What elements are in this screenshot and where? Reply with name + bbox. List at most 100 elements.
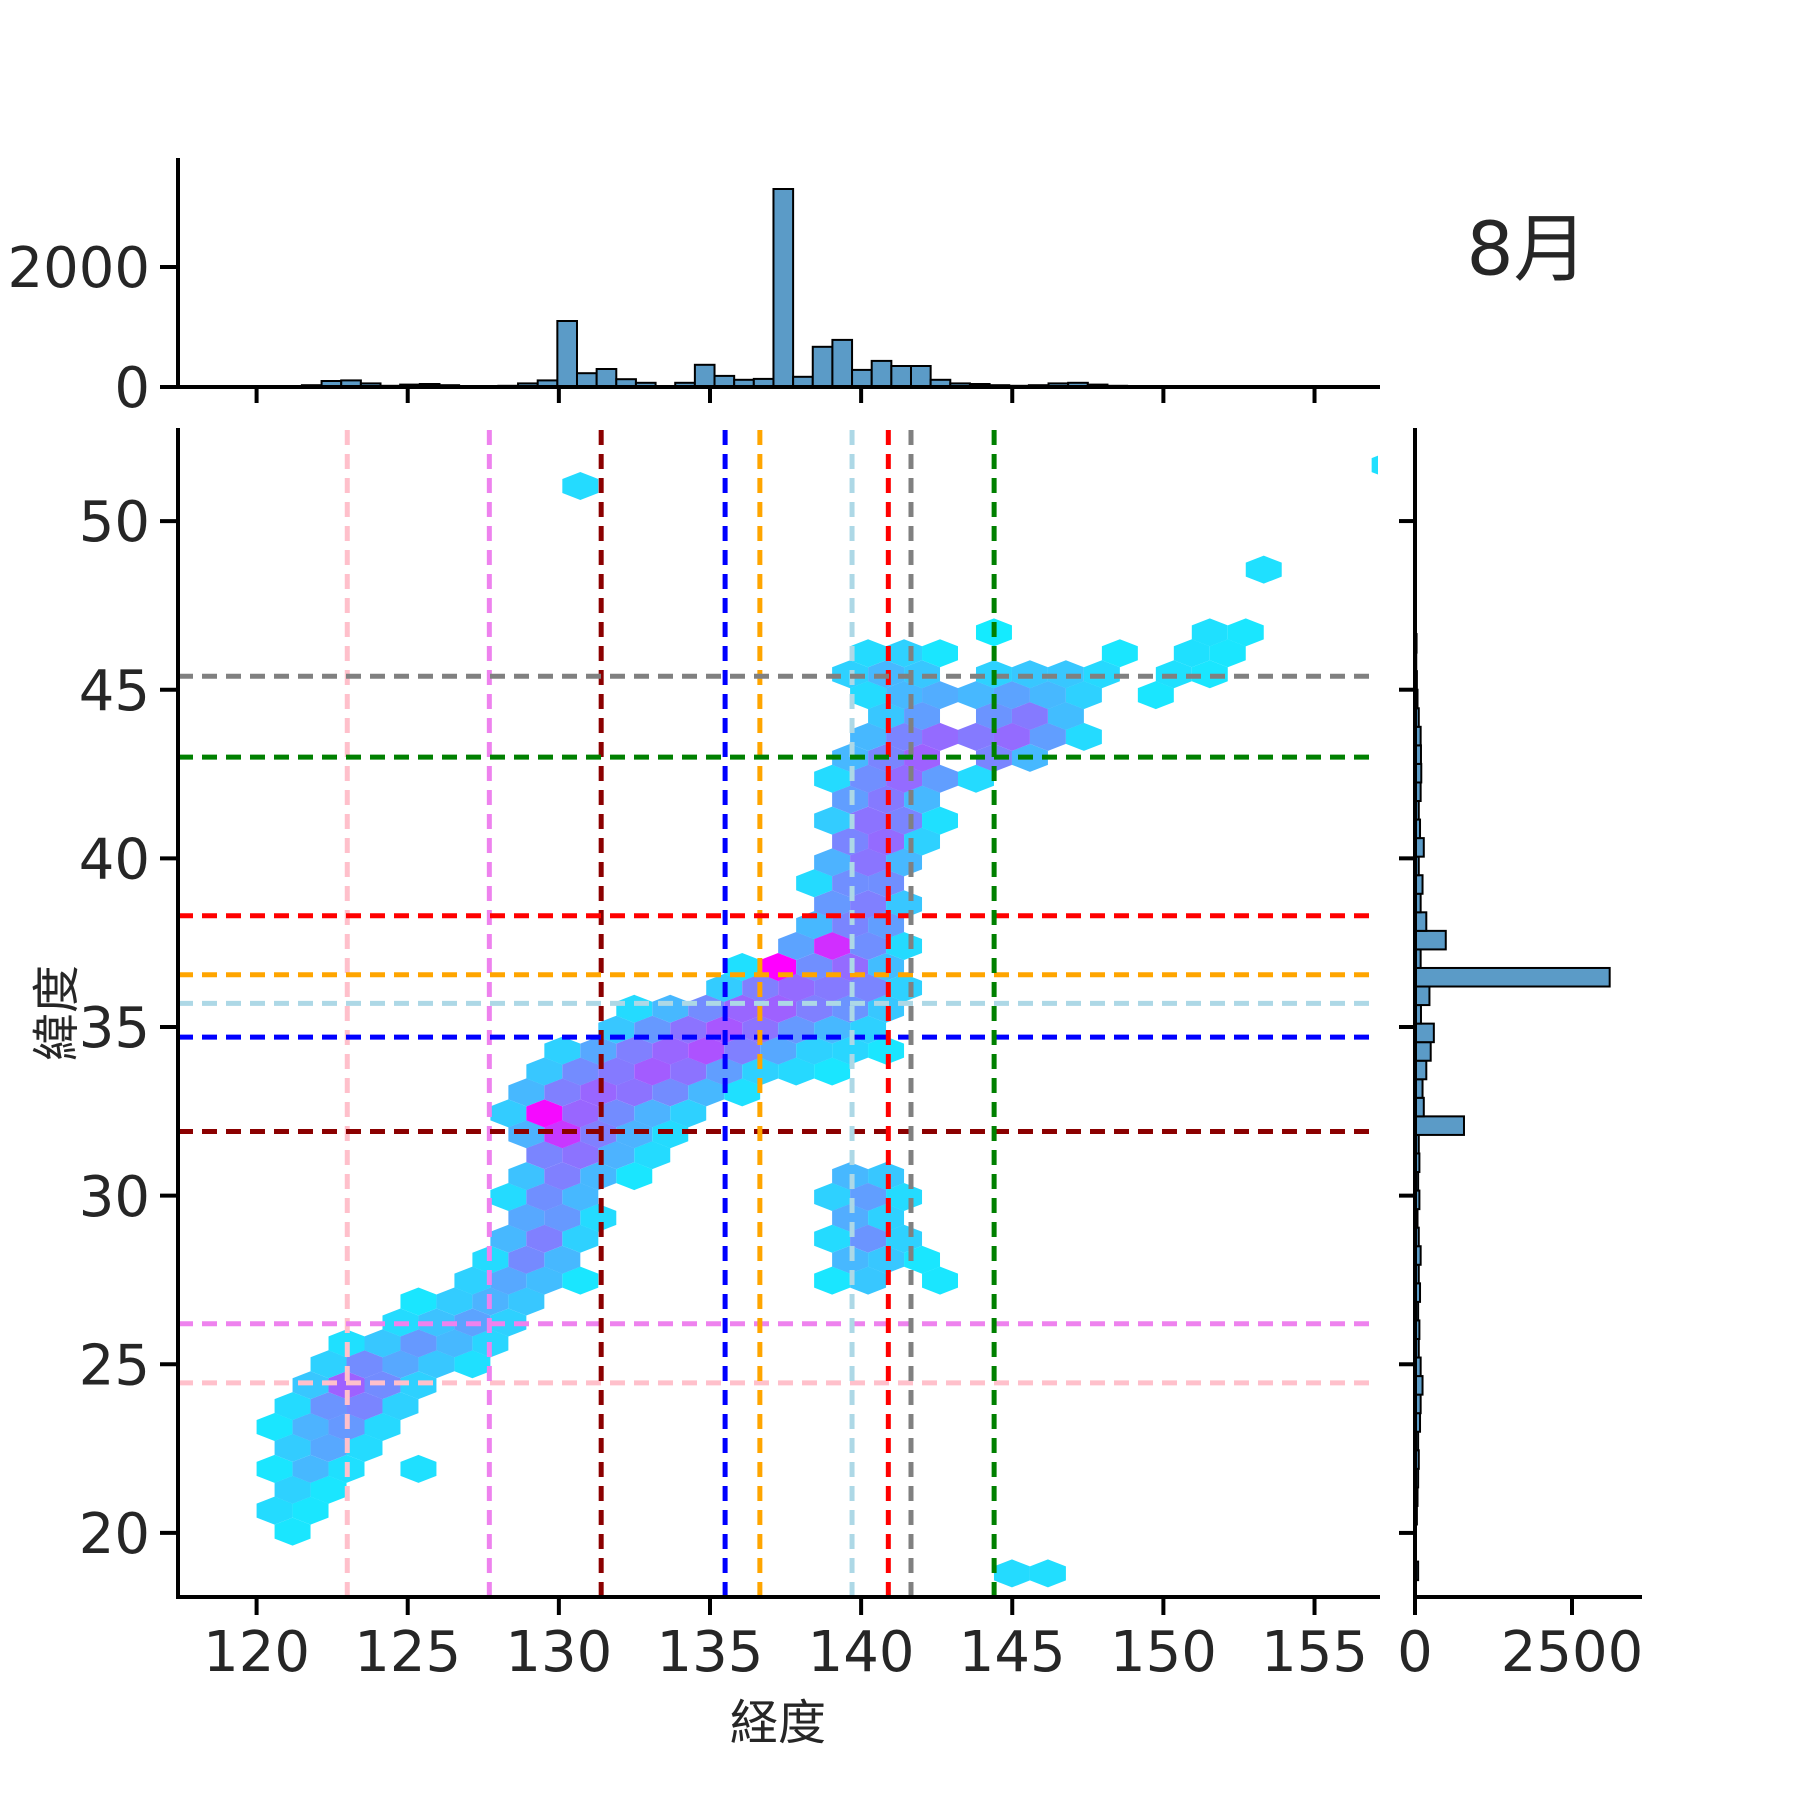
hex-cell <box>814 1224 851 1253</box>
y-tick-label: 40 <box>79 828 150 893</box>
hex-cell <box>508 1287 545 1316</box>
hex-cell <box>832 1036 869 1065</box>
hex-cell <box>868 1036 905 1065</box>
hex-cell <box>742 1015 779 1044</box>
hex-cell <box>454 1266 491 1295</box>
hex-cell <box>382 1350 419 1379</box>
top-hist-bar <box>909 365 932 388</box>
hex-cell <box>490 1224 527 1253</box>
hex-cell <box>1173 639 1210 668</box>
hex-cell <box>850 639 887 668</box>
top-hist-bar <box>595 368 618 388</box>
hex-cell <box>850 890 887 919</box>
top-hist-y-tick-label: 0 <box>114 356 150 421</box>
hex-cell <box>490 1266 527 1295</box>
hex-cell <box>922 806 958 835</box>
hex-cell <box>814 973 851 1002</box>
hex-cell <box>310 1475 347 1504</box>
hex-cell <box>526 1141 563 1170</box>
top-hist-bar <box>575 372 598 389</box>
hex-cell <box>1065 681 1102 710</box>
hex-cell <box>814 1182 851 1211</box>
hex-cell <box>490 1099 527 1128</box>
hexbin-layer <box>256 455 1378 1588</box>
hex-cell <box>256 1413 293 1442</box>
hex-cell <box>1191 660 1228 689</box>
hex-cell <box>562 1224 599 1253</box>
hex-cell <box>850 722 887 751</box>
hex-cell <box>993 722 1030 751</box>
top-hist-bar <box>851 368 873 388</box>
hex-cell <box>346 1392 383 1421</box>
hex-cell <box>436 1329 473 1358</box>
hex-cell <box>526 1057 563 1086</box>
hex-cell <box>526 1266 563 1295</box>
hex-cell <box>1371 455 1378 475</box>
hex-cell <box>1065 722 1102 751</box>
hex-cell <box>814 806 851 835</box>
top-hist-bar <box>811 345 834 388</box>
hex-cell <box>634 1057 671 1086</box>
hex-cell <box>364 1329 401 1358</box>
hex-cell <box>814 764 851 793</box>
hex-cell <box>652 1036 689 1065</box>
hex-cell <box>832 869 869 898</box>
hex-cell <box>634 1141 671 1170</box>
hex-cell <box>814 1015 851 1044</box>
plot-title: 8月 <box>1466 206 1588 293</box>
hex-cell <box>1191 618 1228 647</box>
top-hist-bar <box>831 338 854 388</box>
hex-cell <box>508 1162 545 1191</box>
y-tick-label: 50 <box>79 490 150 555</box>
y-axis-label: 緯度 <box>29 964 85 1062</box>
hex-cell <box>1029 722 1066 751</box>
hex-cell <box>814 932 851 961</box>
hex-cell <box>490 1308 527 1337</box>
hex-cell <box>598 1099 635 1128</box>
hex-cell <box>850 973 887 1002</box>
hex-cell <box>562 1057 599 1086</box>
hex-cell <box>310 1350 347 1379</box>
hex-cell <box>958 722 994 751</box>
hex-cell <box>544 1120 581 1149</box>
hex-cell <box>562 1266 599 1295</box>
hex-cell <box>922 764 958 793</box>
right-hist-bar <box>1414 929 1447 951</box>
hex-cell <box>1137 681 1174 710</box>
y-tick-label: 25 <box>79 1333 150 1398</box>
hex-cell <box>742 1057 779 1086</box>
hex-cell <box>814 1057 851 1086</box>
hex-cell <box>544 1245 581 1274</box>
hex-cell <box>670 1015 707 1044</box>
hex-cell <box>616 1120 653 1149</box>
hex-cell <box>544 1078 581 1107</box>
hex-cell <box>490 1182 527 1211</box>
hex-cell <box>418 1308 455 1337</box>
hex-cell <box>454 1350 491 1379</box>
right-hist-bar <box>1414 985 1431 1007</box>
y-tick-label: 35 <box>79 996 150 1061</box>
right-hist-x-tick-label: 0 <box>1397 1620 1433 1685</box>
hex-cell <box>400 1454 437 1483</box>
hex-cell <box>616 1036 653 1065</box>
hex-cell <box>400 1287 437 1316</box>
hex-cell <box>616 1078 653 1107</box>
hex-cell <box>346 1350 383 1379</box>
hex-cell <box>544 1036 581 1065</box>
hex-cell <box>922 722 958 751</box>
right-hist-bar <box>1414 1115 1465 1136</box>
x-tick-label: 135 <box>657 1620 764 1685</box>
hex-cell <box>1029 681 1066 710</box>
hex-cell <box>1101 639 1138 668</box>
hex-cell <box>832 1203 869 1232</box>
hex-cell <box>526 1182 563 1211</box>
hex-cell <box>975 702 1012 731</box>
hex-cell <box>580 1120 617 1149</box>
hex-cell <box>256 1454 293 1483</box>
top-hist-bar <box>556 320 578 388</box>
hex-cell <box>850 1182 887 1211</box>
hex-cell <box>814 890 851 919</box>
hex-cell <box>796 869 833 898</box>
hex-cell <box>922 1266 958 1295</box>
